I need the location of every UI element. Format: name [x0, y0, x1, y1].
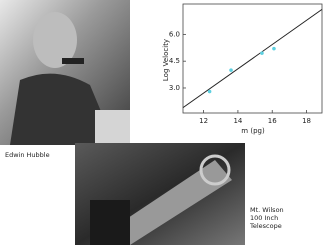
telescope-caption: Telescope	[249, 222, 282, 230]
y-tick-label: 3.0	[169, 84, 180, 92]
data-point	[272, 47, 276, 51]
x-tick-label: 18	[302, 117, 311, 125]
y-tick-label: 4.5	[169, 57, 180, 65]
x-tick-label: 14	[233, 117, 242, 125]
telescope-caption: Mt. Wilson	[250, 206, 284, 214]
telescope-caption: 100 Inch	[250, 214, 278, 222]
x-tick-label: 16	[268, 117, 277, 125]
data-point	[208, 90, 212, 94]
y-tick-label: 6.0	[169, 30, 180, 38]
x-axis-label: m (pg)	[241, 127, 265, 135]
data-point	[229, 68, 233, 72]
hubble-caption: Edwin Hubble	[5, 151, 50, 159]
data-point	[260, 51, 264, 55]
page: Edwin Hubble Mt. Wilson 100 Inch Telesco…	[0, 0, 336, 245]
telescope-photo	[75, 143, 245, 245]
x-tick-label: 12	[199, 117, 208, 125]
hubble-photo	[0, 0, 130, 145]
